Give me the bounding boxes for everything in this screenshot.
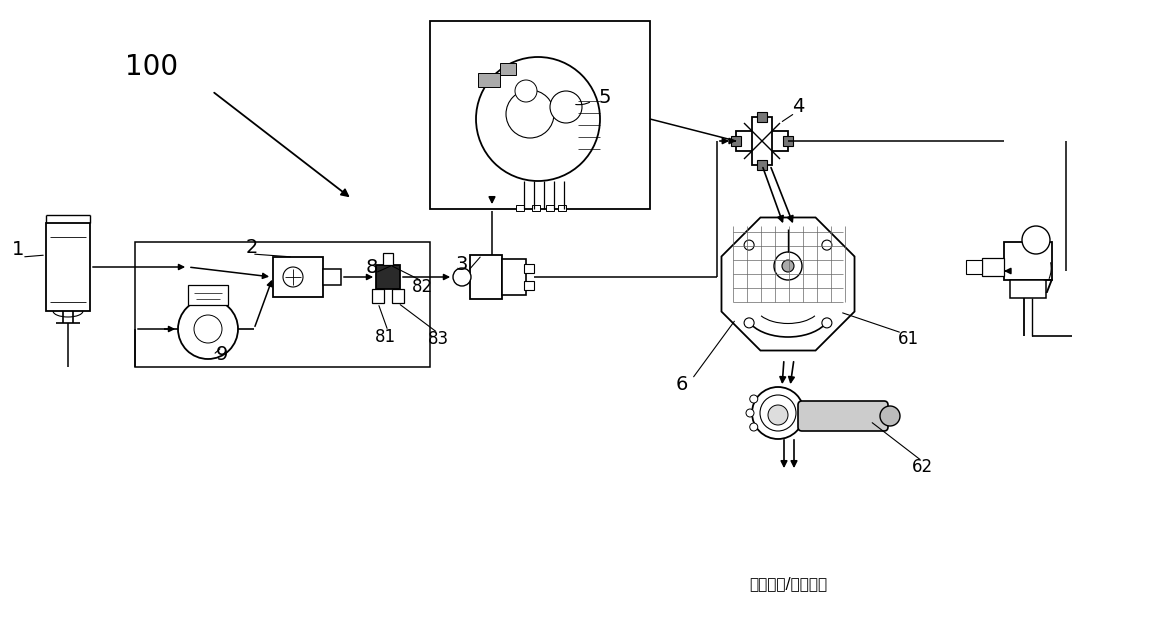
Circle shape <box>746 409 754 417</box>
Text: 9: 9 <box>216 344 229 364</box>
FancyBboxPatch shape <box>323 269 340 285</box>
Text: 62: 62 <box>912 458 933 476</box>
FancyBboxPatch shape <box>382 253 393 265</box>
FancyBboxPatch shape <box>532 205 540 211</box>
FancyBboxPatch shape <box>736 131 788 151</box>
FancyBboxPatch shape <box>784 136 793 146</box>
Circle shape <box>760 395 796 431</box>
Circle shape <box>178 299 238 359</box>
Circle shape <box>194 315 222 343</box>
Text: 1: 1 <box>12 240 24 259</box>
FancyBboxPatch shape <box>372 289 384 303</box>
Circle shape <box>506 90 554 138</box>
Circle shape <box>768 405 788 425</box>
Circle shape <box>782 260 794 272</box>
FancyBboxPatch shape <box>752 117 772 165</box>
Circle shape <box>550 91 582 123</box>
FancyBboxPatch shape <box>524 281 534 290</box>
Text: 4: 4 <box>792 98 805 116</box>
Text: 3: 3 <box>456 254 469 273</box>
Text: 2: 2 <box>246 238 258 256</box>
Circle shape <box>454 268 471 286</box>
FancyBboxPatch shape <box>982 258 1004 276</box>
FancyBboxPatch shape <box>559 205 566 211</box>
Circle shape <box>1023 226 1051 254</box>
Circle shape <box>880 406 900 426</box>
FancyBboxPatch shape <box>430 21 649 209</box>
Circle shape <box>283 267 303 287</box>
FancyBboxPatch shape <box>517 205 524 211</box>
FancyBboxPatch shape <box>45 223 90 311</box>
Circle shape <box>515 80 538 102</box>
Text: 咖啡熱萃/冷萃咖啡: 咖啡熱萃/冷萃咖啡 <box>749 576 827 592</box>
FancyBboxPatch shape <box>757 112 767 122</box>
Circle shape <box>750 395 758 403</box>
FancyBboxPatch shape <box>1004 242 1052 280</box>
Text: 6: 6 <box>676 374 688 394</box>
FancyBboxPatch shape <box>273 257 323 297</box>
FancyBboxPatch shape <box>392 289 403 303</box>
FancyBboxPatch shape <box>478 73 500 87</box>
FancyBboxPatch shape <box>503 259 526 295</box>
FancyBboxPatch shape <box>731 136 742 146</box>
Text: 5: 5 <box>599 88 611 107</box>
Circle shape <box>774 252 802 280</box>
Circle shape <box>822 318 831 328</box>
FancyBboxPatch shape <box>500 63 517 75</box>
FancyBboxPatch shape <box>757 160 767 170</box>
Circle shape <box>822 240 831 250</box>
Circle shape <box>750 423 758 431</box>
FancyBboxPatch shape <box>798 401 888 431</box>
Circle shape <box>744 318 754 328</box>
Circle shape <box>476 57 600 181</box>
Text: 83: 83 <box>428 330 449 348</box>
FancyBboxPatch shape <box>1010 280 1046 298</box>
Text: 81: 81 <box>374 328 395 346</box>
FancyBboxPatch shape <box>375 265 400 289</box>
Text: 8: 8 <box>366 258 378 277</box>
Text: 100: 100 <box>126 53 178 81</box>
FancyBboxPatch shape <box>965 260 982 274</box>
FancyBboxPatch shape <box>188 285 229 305</box>
FancyBboxPatch shape <box>524 264 534 273</box>
Text: 82: 82 <box>412 278 433 296</box>
FancyBboxPatch shape <box>546 205 554 211</box>
Text: 61: 61 <box>898 330 919 348</box>
Circle shape <box>744 240 754 250</box>
Text: 7: 7 <box>1041 277 1054 296</box>
Circle shape <box>752 387 805 439</box>
Polygon shape <box>722 217 855 351</box>
FancyBboxPatch shape <box>470 255 503 299</box>
